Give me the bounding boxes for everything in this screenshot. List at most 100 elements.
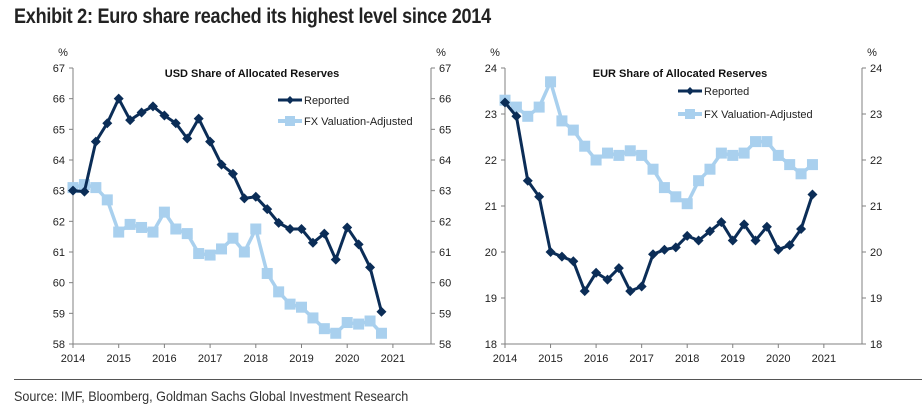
reported-point <box>784 240 795 251</box>
fx-adjusted-point <box>693 175 705 187</box>
y-tick-label-left: 20 <box>485 247 497 259</box>
y-tick-label-right: 61 <box>439 247 451 259</box>
reported-point <box>796 224 807 234</box>
fx-adjusted-point <box>670 191 682 203</box>
exhibit-title: Exhibit 2: Euro share reached its highes… <box>14 5 491 28</box>
fx-adjusted-point <box>341 317 353 329</box>
reported-point <box>545 247 556 257</box>
legend-fx-marker <box>685 109 695 119</box>
x-tick-label: 2015 <box>538 353 562 365</box>
y-tick-label-left: 22 <box>485 155 497 167</box>
fx-adjusted-point <box>113 226 125 238</box>
fx-adjusted-point <box>78 179 90 191</box>
reported-point <box>556 251 567 262</box>
fx-adjusted-point <box>636 149 648 161</box>
reported-point <box>90 136 101 147</box>
reported-point <box>227 168 238 179</box>
reported-point <box>296 224 307 234</box>
fx-adjusted-point <box>250 223 262 235</box>
fx-adjusted-point <box>296 301 307 313</box>
reported-point <box>113 93 124 104</box>
y-tick-label-left: 66 <box>53 94 65 106</box>
fx-adjusted-point <box>533 101 545 113</box>
fx-adjusted-point <box>375 327 387 339</box>
x-tick-label: 2016 <box>584 353 608 365</box>
fx-adjusted-point <box>510 101 522 113</box>
y-tick-label-left: 23 <box>485 109 497 121</box>
fx-adjusted-point <box>647 163 659 175</box>
fx-adjusted-point <box>227 232 239 244</box>
reported-point <box>205 136 216 147</box>
reported-point <box>682 230 693 241</box>
fx-adjusted-point <box>238 246 250 258</box>
y-tick-label-left: 59 <box>53 308 65 320</box>
reported-point <box>136 107 147 118</box>
y-tick-label-left: 63 <box>53 186 65 198</box>
x-tick-label: 2014 <box>61 353 85 365</box>
reported-point <box>613 263 624 274</box>
x-tick-label: 2021 <box>381 353 405 365</box>
fx-adjusted-point <box>545 76 557 88</box>
reported-point <box>591 267 602 278</box>
x-tick-label: 2018 <box>244 353 268 365</box>
reported-point <box>602 274 613 285</box>
footer-divider <box>14 379 922 380</box>
series-fx-adjusted <box>499 76 818 210</box>
y-unit-label-left: % <box>490 47 500 59</box>
reported-point <box>250 191 261 202</box>
fx-adjusted-point <box>795 168 807 180</box>
fx-adjusted-point <box>216 243 228 255</box>
y-tick-label-left: 21 <box>485 201 497 213</box>
y-tick-label-left: 65 <box>53 124 65 136</box>
reported-point <box>216 159 227 170</box>
reported-point <box>648 249 659 260</box>
y-tick-label-left: 24 <box>485 63 497 75</box>
x-tick-label: 2016 <box>152 353 176 365</box>
legend-reported-label: Reported <box>304 95 349 107</box>
reported-point <box>273 217 284 228</box>
fx-adjusted-point <box>624 145 636 157</box>
fx-adjusted-point <box>738 147 750 159</box>
x-tick-label: 2018 <box>675 353 699 365</box>
chart-title: USD Share of Allocated Reserves <box>165 68 339 80</box>
x-tick-label: 2017 <box>629 353 653 365</box>
fx-adjusted-point <box>613 149 625 161</box>
y-tick-label-right: 66 <box>439 94 451 106</box>
y-tick-label-right: 19 <box>870 293 882 305</box>
reported-point <box>365 262 376 273</box>
reported-point <box>102 118 113 129</box>
x-tick-label: 2015 <box>106 353 130 365</box>
fx-adjusted-point <box>147 226 159 238</box>
y-tick-label-left: 61 <box>53 247 65 259</box>
legend-fx-marker <box>285 116 295 126</box>
reported-point <box>182 133 193 144</box>
x-tick-label: 2014 <box>493 353 517 365</box>
fx-adjusted-point <box>704 163 716 175</box>
reported-point <box>376 306 387 317</box>
chart-title: EUR Share of Allocated Reserves <box>593 68 767 80</box>
reported-point <box>807 189 818 200</box>
series-reported <box>68 93 387 317</box>
fx-adjusted-point <box>101 194 113 206</box>
y-tick-label-right: 23 <box>870 109 882 121</box>
legend: Reported FX Valuation-Adjusted <box>278 95 413 128</box>
reported-point <box>285 224 296 234</box>
source-note: Source: IMF, Bloomberg, Goldman Sachs Gl… <box>14 388 409 404</box>
y-unit-label-right: % <box>867 47 877 59</box>
y-tick-label-left: 60 <box>53 278 65 290</box>
reported-point <box>193 113 204 124</box>
fx-adjusted-point <box>330 327 342 339</box>
legend: Reported FX Valuation-Adjusted <box>678 86 813 121</box>
y-tick-label-right: 59 <box>439 308 451 320</box>
reported-point <box>68 185 78 196</box>
y-tick-label-right: 60 <box>439 278 451 290</box>
y-tick-label-right: 24 <box>870 63 882 75</box>
x-tick-label: 2020 <box>335 353 359 365</box>
fx-adjusted-point <box>715 147 727 159</box>
fx-adjusted-point <box>204 249 216 261</box>
reported-point <box>773 244 784 255</box>
fx-adjusted-point <box>761 136 773 148</box>
fx-adjusted-point <box>307 312 319 324</box>
series-fx-adjusted <box>67 179 387 339</box>
